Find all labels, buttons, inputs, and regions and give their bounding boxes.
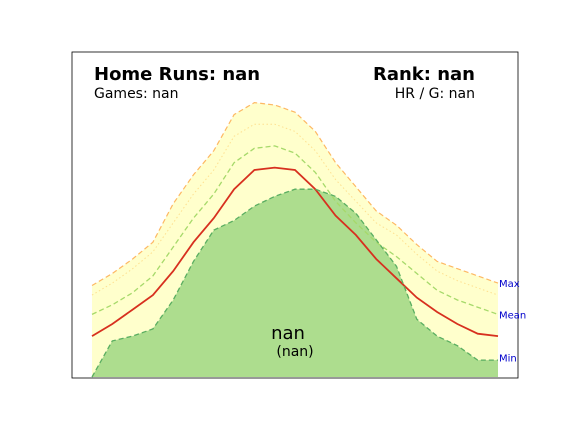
mean-line: [91, 145, 499, 316]
min-area: [92, 189, 498, 377]
current-line: [91, 166, 499, 337]
rank-title: Rank: nan: [373, 64, 475, 85]
plot-layers: Max Mean Min: [91, 101, 526, 378]
max-label: Max: [499, 279, 520, 290]
mean-label: Mean: [499, 310, 526, 321]
max-line: [91, 101, 499, 287]
plot-frame: [71, 51, 519, 379]
home-runs-title: Home Runs: nan: [94, 64, 260, 85]
games-subtitle: Games: nan: [94, 86, 178, 102]
hr-per-game-subtitle: HR / G: nan: [395, 86, 475, 102]
min-label: Min: [499, 354, 517, 365]
center-sub-label: (nan): [276, 344, 313, 360]
min-line: [91, 188, 498, 378]
center-value-label: nan: [271, 323, 305, 344]
